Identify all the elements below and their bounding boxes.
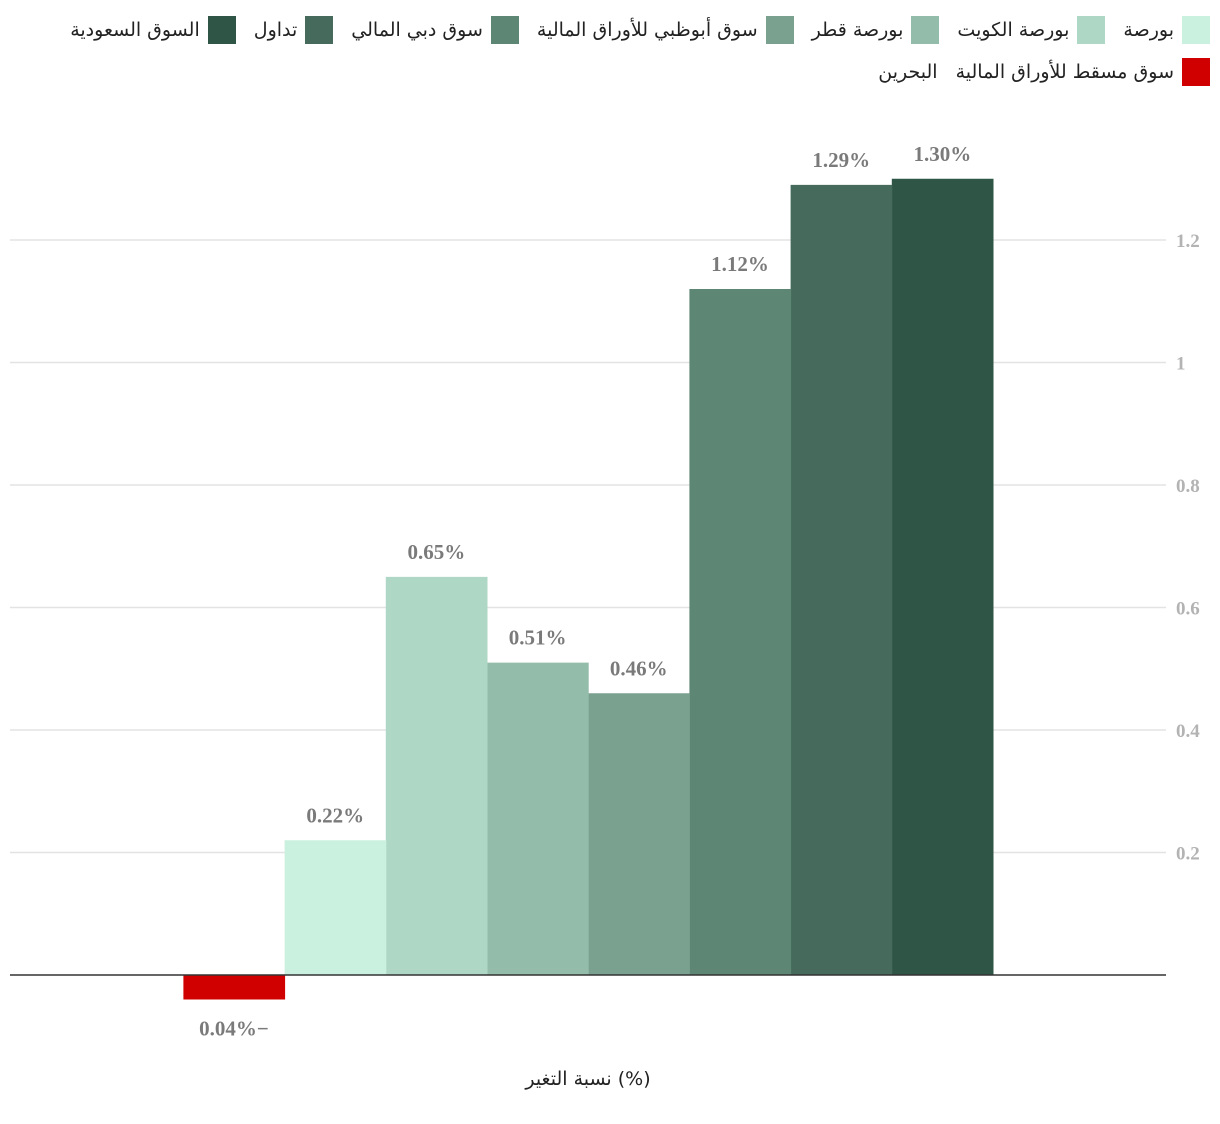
legend-label: بورصة قطر (811, 19, 904, 41)
legend-item-bahrain[interactable]: البحرين (878, 61, 937, 83)
bar-value-label: 1.30% (914, 142, 972, 166)
legend-item-dubai[interactable]: سوق دبي المالي (351, 16, 519, 44)
legend-swatch (1077, 16, 1106, 44)
legend-item-tadawul[interactable]: تداول (254, 16, 334, 44)
bar[interactable] (385, 576, 488, 975)
bar[interactable] (689, 289, 792, 975)
bar[interactable] (790, 184, 893, 975)
legend-swatch (490, 16, 519, 44)
y-tick-label: 1.2 (1176, 231, 1200, 252)
legend-label: بورصة (1123, 19, 1174, 41)
bar-value-label: 0.22% (306, 803, 364, 827)
bar-value-label: 0.51% (509, 626, 567, 650)
y-tick-labels: 0.2 0.4 0.6 0.8 1 1.2 (1176, 231, 1200, 865)
legend-swatch (1182, 58, 1210, 86)
legend-label: سوق مسقط للأوراق المالية (955, 61, 1174, 83)
y-tick-label: 0.2 (1176, 844, 1200, 865)
legend-item-saudi[interactable]: السوق السعودية (70, 16, 236, 44)
y-tick-label: 0.6 (1176, 599, 1200, 620)
bar[interactable] (588, 693, 690, 975)
y-tick-label: 1 (1176, 354, 1186, 375)
x-axis-title: نسبة التغير (%) (524, 1068, 650, 1090)
legend-row-2: البحرين سوق مسقط للأوراق المالية (860, 58, 1210, 86)
legend-label: سوق أبوظبي للأوراق المالية (536, 19, 758, 41)
bar[interactable] (183, 975, 286, 1000)
legend-item-abudhabi[interactable]: سوق أبوظبي للأوراق المالية (537, 16, 794, 44)
legend-item-bourse[interactable]: بورصة (1123, 16, 1210, 44)
bar[interactable] (284, 840, 387, 975)
bar-value-label: 0.65% (408, 540, 466, 564)
legend-swatch (207, 16, 236, 44)
bar[interactable] (891, 178, 994, 975)
legend-label: السوق السعودية (70, 19, 200, 41)
legend-swatch (911, 16, 940, 44)
legend-label: تداول (253, 19, 298, 41)
bar-value-label: 1.12% (711, 252, 769, 276)
bar[interactable] (487, 662, 589, 975)
bar-value-label: 0.04%− (199, 1017, 269, 1041)
legend-label: بورصة الكويت (957, 19, 1070, 41)
y-tick-label: 0.4 (1176, 721, 1200, 742)
legend-swatch (765, 16, 794, 44)
legend-row-1: السوق السعودية تداول سوق دبي المالي سوق … (52, 16, 1210, 44)
legend-label: سوق دبي المالي (351, 19, 483, 41)
legend-swatch (1182, 16, 1210, 44)
legend-item-muscat[interactable]: سوق مسقط للأوراق المالية (956, 58, 1210, 86)
y-tick-label: 0.8 (1176, 476, 1200, 497)
bars (183, 178, 994, 1000)
legend-item-qatar[interactable]: بورصة قطر (812, 16, 940, 44)
legend-swatch (305, 16, 334, 44)
data-labels: 1.30% 1.29% 1.12% 0.46% 0.51% 0.65% 0.22% 0.04%… (199, 142, 971, 1041)
bar-value-label: 1.29% (812, 148, 870, 172)
legend-label: البحرين (878, 61, 938, 83)
legend-item-kuwait[interactable]: بورصة الكويت (957, 16, 1106, 44)
bar-value-label: 0.46% (610, 656, 668, 680)
